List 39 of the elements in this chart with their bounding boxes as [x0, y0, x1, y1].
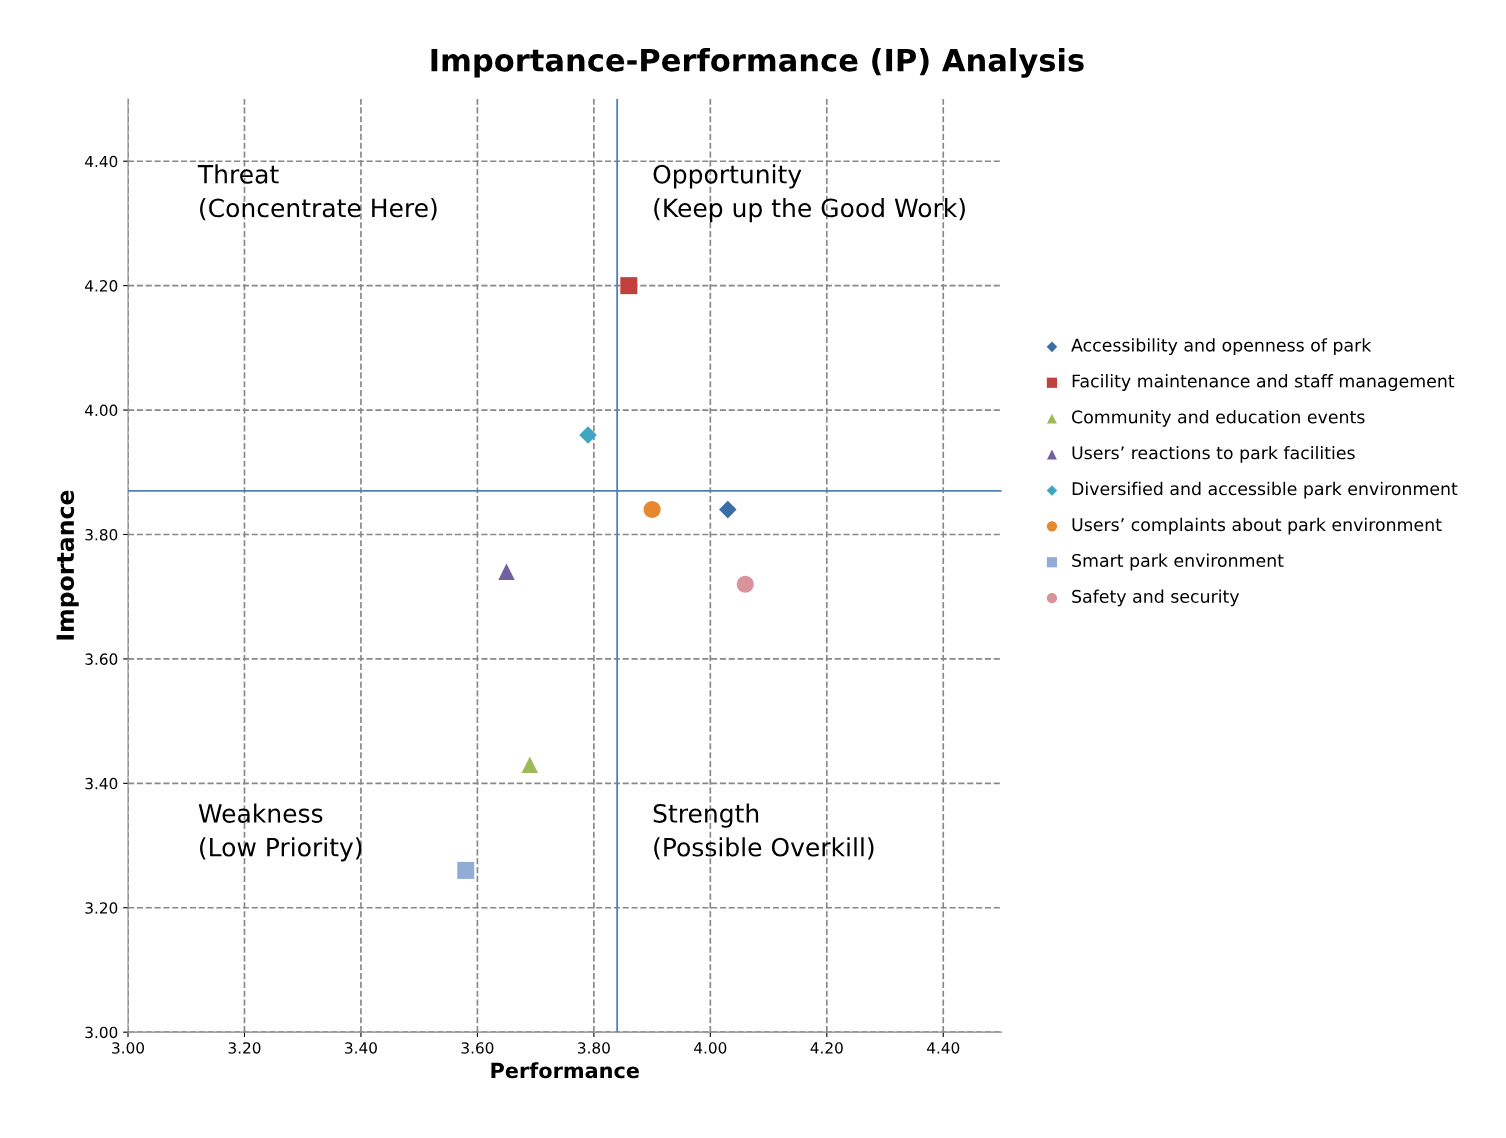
x-tick-label: 3.40 — [345, 1042, 377, 1054]
legend-label: Diversified and accessible park environment — [1072, 481, 1458, 499]
point — [521, 756, 539, 773]
point — [579, 426, 597, 444]
y-axis-title: Importance — [56, 490, 79, 640]
x-tick-label: 3.00 — [112, 1042, 144, 1054]
y-tick-label: 3.60 — [85, 653, 118, 665]
point — [736, 575, 754, 593]
point — [498, 563, 515, 581]
chart-title: Importance-Performance (IP) Analysis — [431, 48, 1084, 78]
annotation: Weakness (Low Priority) — [198, 803, 362, 862]
x-tick-label: 3.60 — [461, 1042, 494, 1054]
legend-label: Community and education events — [1072, 410, 1365, 427]
x-tick-label: 4.00 — [694, 1042, 727, 1054]
x-tick-label: 4.20 — [810, 1042, 843, 1054]
x-tick-label: 3.80 — [578, 1042, 610, 1054]
annotation: Strength (Possible Overkill) — [653, 803, 874, 860]
y-tick-label: 4.00 — [85, 404, 118, 417]
point — [457, 861, 475, 879]
legend-label: Safety and security — [1072, 589, 1240, 607]
point — [620, 277, 638, 295]
legend-label: Users’ reactions to park facilities — [1072, 445, 1355, 463]
y-tick-label: 3.00 — [85, 1026, 118, 1039]
legend-label: Smart park environment — [1072, 553, 1284, 571]
y-tick-label: 4.40 — [85, 155, 118, 168]
y-tick-label: 3.40 — [85, 777, 118, 790]
legend-label: Users’ complaints about park environment — [1072, 517, 1442, 535]
point — [643, 501, 661, 519]
point — [719, 500, 737, 519]
x-tick-label: 3.20 — [228, 1042, 261, 1054]
legend-label: Accessibility and openness of park — [1071, 338, 1372, 356]
x-tick-label: 4.40 — [927, 1042, 960, 1054]
y-tick-label: 4.20 — [85, 280, 118, 292]
y-tick-label: 3.20 — [85, 902, 118, 914]
annotation: Threat (Concentrate Here) — [197, 164, 437, 221]
x-axis-title: Performance — [491, 1062, 639, 1079]
legend-label: Facility maintenance and staff management — [1072, 374, 1455, 391]
y-tick-label: 3.80 — [85, 528, 118, 541]
annotation: Opportunity (Keep up the Good Work) — [653, 164, 965, 223]
